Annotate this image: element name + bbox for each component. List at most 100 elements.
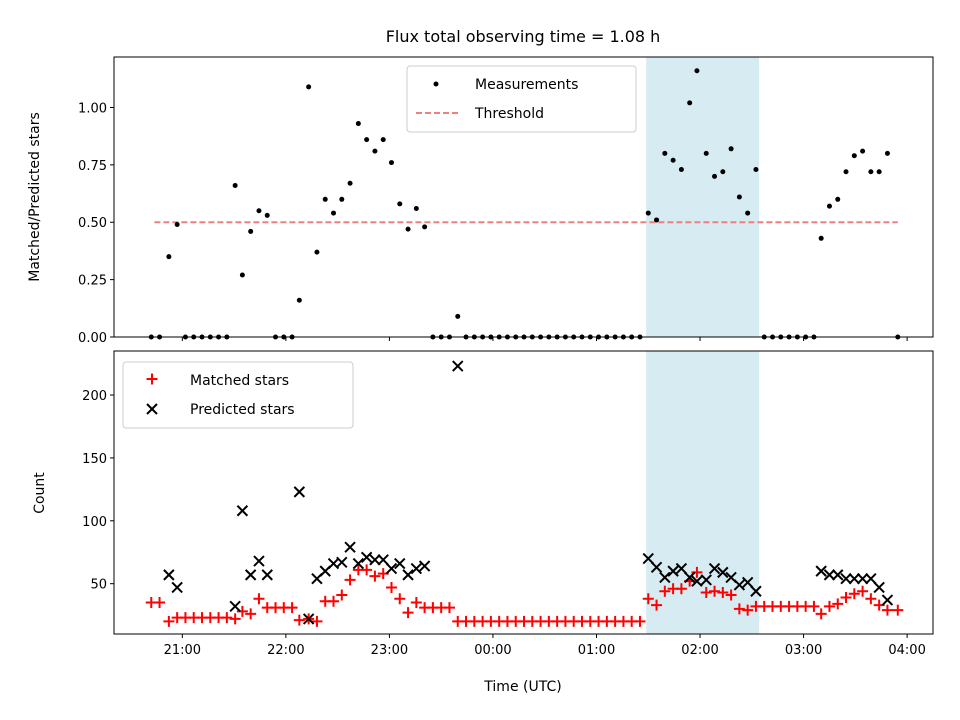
measurement-point <box>678 166 684 172</box>
y-tick-label: 100 <box>82 515 107 530</box>
predicted-point <box>733 579 746 591</box>
measurement-point <box>397 201 403 207</box>
legend-label-predicted: Predicted stars <box>190 402 295 418</box>
predicted-point <box>452 360 464 372</box>
x-tick-label: 23:00 <box>371 643 408 658</box>
legend-marker-predicted <box>146 403 158 415</box>
predicted-point <box>642 552 654 565</box>
predicted-point <box>402 569 414 581</box>
predicted-point <box>708 562 721 575</box>
matched-point <box>336 589 348 601</box>
bottom-y-axis-label: Count <box>32 472 48 514</box>
measurement-point <box>818 235 824 241</box>
measurement-point <box>166 254 172 260</box>
measurement-point <box>703 150 709 156</box>
predicted-point <box>840 572 852 585</box>
matched-point <box>691 566 703 578</box>
matched-point <box>402 607 414 619</box>
x-axis-label: Time (UTC) <box>483 679 561 695</box>
matched-point <box>311 615 323 627</box>
matched-point <box>865 593 877 605</box>
measurement-point <box>728 146 734 152</box>
matched-point <box>857 585 869 597</box>
matched-point <box>742 604 754 616</box>
measurement-point <box>372 148 378 154</box>
matched-point <box>443 602 455 614</box>
measurement-point <box>248 228 254 234</box>
matched-point <box>154 597 166 609</box>
matched-point <box>675 583 687 595</box>
predicted-point <box>410 562 423 575</box>
matched-point <box>651 599 663 611</box>
predicted-point <box>229 600 241 613</box>
x-tick-label: 01:00 <box>578 643 615 658</box>
measurement-point <box>884 150 890 156</box>
legend-marker-measurements <box>433 81 439 87</box>
measurement-point <box>422 224 428 230</box>
matched-point <box>286 602 298 614</box>
predicted-point <box>360 551 373 563</box>
y-tick-label: 1.00 <box>78 101 107 116</box>
predicted-point <box>385 562 398 575</box>
predicted-point <box>717 566 729 579</box>
predicted-point <box>369 554 381 566</box>
matched-point <box>832 598 844 610</box>
predicted-point <box>344 541 356 553</box>
matched-point <box>725 589 737 601</box>
measurement-point <box>174 222 180 228</box>
predicted-point <box>171 581 183 594</box>
legend-label-measurements: Measurements <box>475 77 578 93</box>
y-tick-label: 0.50 <box>78 216 107 231</box>
chart-title: Flux total observing time = 1.08 h <box>386 27 661 46</box>
measurement-point <box>745 210 751 216</box>
predicted-point <box>352 557 365 570</box>
measurement-point <box>380 137 386 143</box>
predicted-point <box>856 572 869 585</box>
predicted-point <box>377 554 389 566</box>
matched-point <box>328 595 340 607</box>
x-tick-label: 22:00 <box>267 643 304 658</box>
predicted-point <box>253 555 265 567</box>
predicted-point <box>667 565 679 577</box>
measurement-point <box>720 169 726 175</box>
predicted-point <box>832 569 844 581</box>
x-tick-label: 04:00 <box>888 643 925 658</box>
measurement-point <box>331 210 337 216</box>
bottom-plot-frame <box>113 350 934 635</box>
measurement-point <box>355 121 361 127</box>
y-tick-label: 50 <box>90 578 107 593</box>
x-tick-label: 00:00 <box>474 643 511 658</box>
measurement-point <box>670 157 676 163</box>
y-tick-label: 0.25 <box>78 274 107 289</box>
measurement-point <box>306 84 312 90</box>
x-tick-label: 03:00 <box>785 643 822 658</box>
measurement-point <box>296 297 302 303</box>
matched-point <box>369 570 381 582</box>
measurement-point <box>256 208 262 214</box>
y-tick-label: 150 <box>82 452 107 467</box>
measurement-point <box>364 137 370 143</box>
bottom-panel: 50 100 150 200 21:00 22:00 23:00 00:00 01:00 02:0… <box>32 350 934 695</box>
matched-point <box>733 603 745 615</box>
matched-point <box>808 600 820 612</box>
matched-point <box>245 608 257 620</box>
top-panel: 0.00 0.25 0.50 0.75 1.00 Matched/Predicted s… <box>27 56 934 346</box>
bottom-legend-box <box>122 361 354 429</box>
matched-point <box>229 613 241 625</box>
predicted-point <box>750 585 762 597</box>
measurement-point <box>264 212 270 218</box>
matched-point <box>709 585 721 597</box>
predicted-point <box>881 594 894 606</box>
y-tick-label: 0.00 <box>78 331 107 346</box>
predicted-point <box>741 576 754 589</box>
matched-point <box>881 604 893 616</box>
matched-point <box>717 586 729 598</box>
matched-point <box>848 588 860 600</box>
matched-point <box>823 600 835 612</box>
measurement-point <box>232 183 238 189</box>
top-legend: Measurements Threshold <box>406 65 637 133</box>
measurement-point <box>339 196 345 202</box>
measurement-point <box>843 169 849 175</box>
legend-label-threshold: Threshold <box>474 106 544 122</box>
measurement-point <box>736 194 742 200</box>
